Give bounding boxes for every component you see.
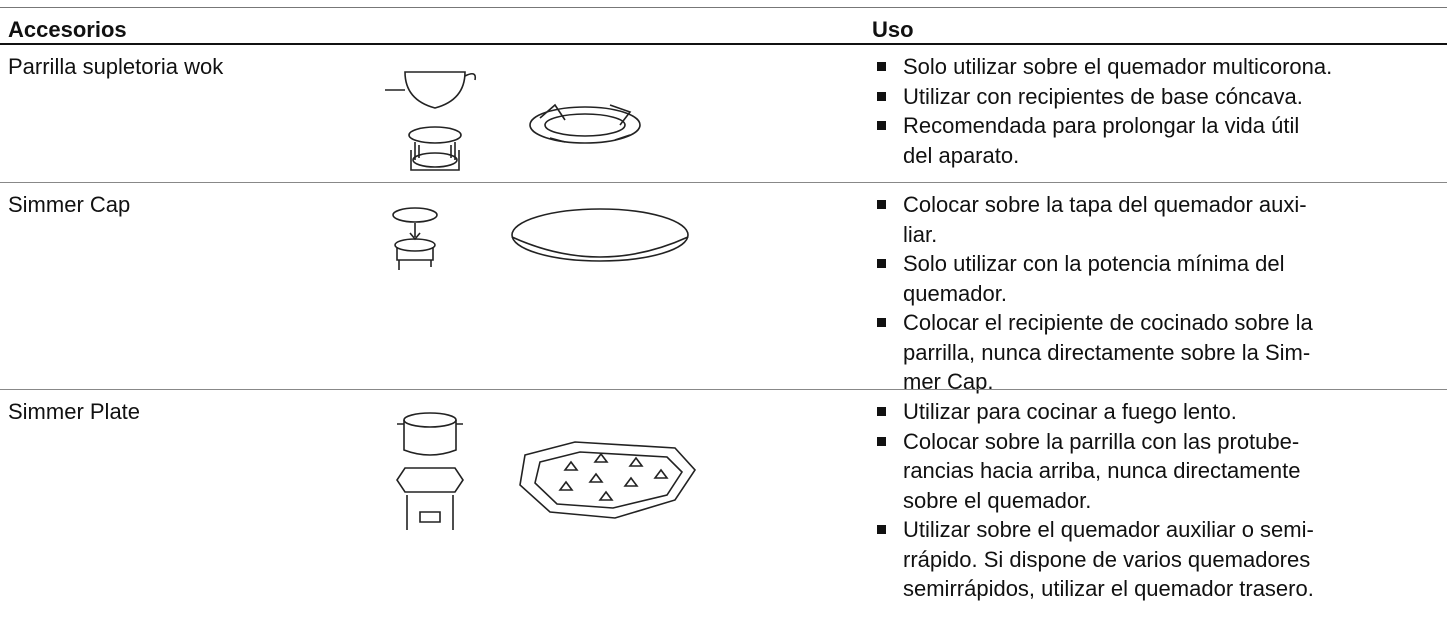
usage-line: Utilizar con recipientes de base cóncava…: [903, 83, 1303, 109]
usage-item: Colocar el recipiente de cocinado sobre …: [872, 308, 1313, 397]
usage-line: rancias hacia arriba, nunca directamente: [903, 458, 1301, 483]
usage-line: Colocar sobre la parrilla con las protub…: [903, 428, 1300, 454]
usage-line: quemador.: [903, 280, 1007, 306]
usage-item: Recomendada para prolongar la vida útil d…: [872, 111, 1332, 170]
usage-line: liar.: [903, 221, 938, 247]
usage-line: rrápido. Si dispone de varios quemadores: [903, 546, 1311, 572]
table-row: Simmer Cap Colocar sobre la tapa del quem…: [0, 182, 1447, 394]
wok-illustration: [385, 71, 641, 171]
usage-item: Colocar sobre la tapa del quemador auxi-…: [872, 190, 1313, 249]
usage-list: Utilizar para cocinar a fuego lento. Colo…: [872, 397, 1314, 604]
usage-item: Solo utilizar con la potencia mínima del…: [872, 249, 1313, 308]
usage-line: del aparato.: [903, 142, 1020, 168]
usage-line: Colocar sobre la tapa del quemador auxi-: [903, 192, 1307, 217]
usage-item: Solo utilizar sobre el quemador multicor…: [872, 52, 1332, 82]
usage-line: semirrápidos, utilizar el quemador trase…: [903, 576, 1314, 601]
usage-item: Utilizar sobre el quemador auxiliar o se…: [872, 515, 1314, 604]
usage-line: Solo utilizar sobre el quemador multicor…: [903, 54, 1333, 79]
table-row: Parrilla supletoria wok Solo utilizar sob…: [0, 44, 1447, 182]
usage-line: parrilla, nunca directamente sobre la Si…: [903, 339, 1311, 365]
row-rule: [0, 389, 1447, 390]
header-uso: Uso: [872, 17, 914, 42]
row-rule: [0, 182, 1447, 183]
usage-list: Colocar sobre la tapa del quemador auxi-…: [872, 190, 1313, 397]
usage-line: Utilizar para cocinar a fuego lento.: [903, 399, 1237, 424]
usage-line: Colocar el recipiente de cocinado sobre …: [903, 310, 1313, 335]
usage-item: Colocar sobre la parrilla con las protub…: [872, 427, 1314, 516]
top-rule: [0, 7, 1447, 8]
usage-line: sobre el quemador.: [903, 487, 1092, 513]
usage-item: Utilizar para cocinar a fuego lento.: [872, 397, 1314, 427]
usage-list: Solo utilizar sobre el quemador multicor…: [872, 52, 1332, 170]
simmer-plate-illustration: [396, 412, 697, 530]
header-accesorios: Accesorios: [8, 17, 127, 42]
accessory-name: Parrilla supletoria wok: [8, 54, 224, 79]
accessory-name: Simmer Plate: [8, 399, 141, 424]
simmer-cap-illustration: [392, 207, 689, 270]
usage-line: Solo utilizar con la potencia mínima del: [903, 251, 1285, 276]
table-row: Simmer Plate Utilizar para cocinar a fueg…: [0, 389, 1447, 621]
header-rule: [0, 43, 1447, 45]
usage-item: Utilizar con recipientes de base cóncava…: [872, 82, 1332, 112]
usage-line: Utilizar sobre el quemador auxiliar o se…: [903, 517, 1314, 542]
accessory-name: Simmer Cap: [8, 192, 131, 217]
usage-line: Recomendada para prolongar la vida útil: [903, 113, 1300, 138]
